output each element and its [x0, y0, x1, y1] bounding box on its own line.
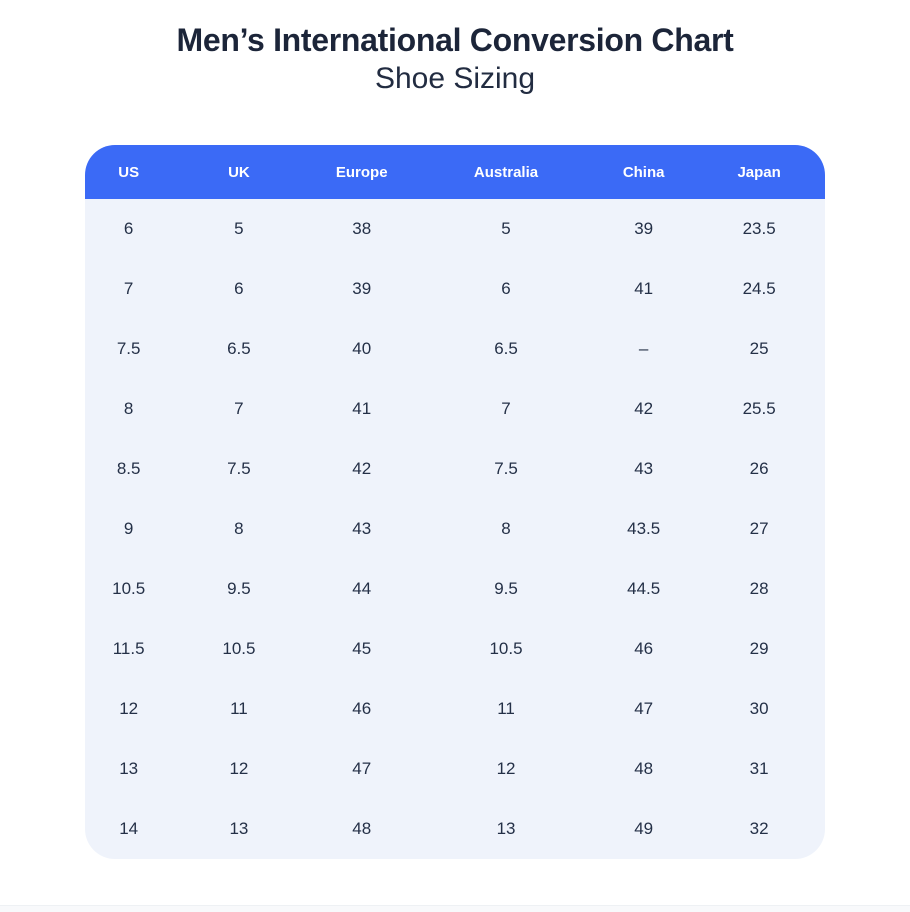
- table-header-row: US UK Europe Australia China Japan: [85, 145, 825, 199]
- size-cell: 10.5: [112, 579, 146, 598]
- size-cell: 11.5: [112, 639, 145, 658]
- table-row: 6 5 38 5 39 23.5: [85, 199, 825, 259]
- size-cell: 46: [352, 699, 372, 718]
- shoe-size-conversion-table: US UK Europe Australia China Japan 6 5 38 5 39 23.…: [85, 145, 825, 859]
- column-header: Australia: [473, 163, 539, 181]
- size-cell: 26: [749, 459, 769, 478]
- size-cell: 8: [501, 519, 511, 538]
- size-cell: 9.5: [494, 579, 518, 598]
- table-row: 9 8 43 8 43.5 27: [85, 499, 825, 559]
- size-cell: 44.5: [627, 579, 661, 598]
- table-body: 6 5 38 5 39 23.5 7 6 39 6 41 24.5 7.5 6.5 40 6.5 – 25 8 7 41…: [85, 199, 825, 859]
- size-cell: 7: [501, 399, 511, 418]
- size-cell: 27: [749, 519, 769, 538]
- size-cell: 7.5: [494, 459, 518, 478]
- size-cell: 43.5: [627, 519, 661, 538]
- table-row: 11.5 10.5 45 10.5 46 29: [85, 619, 825, 679]
- size-cell: 45: [352, 639, 372, 658]
- table-row: 13 12 47 12 48 31: [85, 739, 825, 799]
- size-cell: 38: [352, 219, 372, 238]
- size-cell: 48: [352, 819, 372, 838]
- size-cell: 43: [352, 519, 372, 538]
- table-row: 14 13 48 13 49 32: [85, 799, 825, 859]
- size-cell: 29: [749, 639, 769, 658]
- table-row: 12 11 46 11 47 30: [85, 679, 825, 739]
- size-cell: 6: [501, 279, 511, 298]
- size-cell: 39: [352, 279, 372, 298]
- size-cell: 41: [352, 399, 372, 418]
- size-cell: 6.5: [494, 339, 518, 358]
- size-cell: 41: [634, 279, 654, 298]
- size-cell: 8: [234, 519, 244, 538]
- size-cell: 9.5: [227, 579, 251, 598]
- size-cell: 13: [229, 819, 249, 838]
- size-cell: 47: [352, 759, 372, 778]
- size-cell: 9: [123, 519, 134, 538]
- size-cell: 49: [634, 819, 654, 838]
- size-cell: 6: [234, 279, 244, 298]
- size-cell: 39: [634, 219, 654, 238]
- column-header: US: [118, 163, 140, 181]
- page-title: Men’s International Conversion Chart: [176, 22, 734, 58]
- size-cell: 5: [501, 219, 511, 238]
- table-row: 8.5 7.5 42 7.5 43 26: [85, 439, 825, 499]
- size-cell: 10.5: [222, 639, 256, 658]
- size-cell: 11: [497, 699, 515, 718]
- size-cell: 12: [119, 699, 139, 718]
- size-cell: 25.5: [742, 399, 776, 418]
- size-cell: 43: [634, 459, 654, 478]
- table-row: 7.5 6.5 40 6.5 – 25: [85, 319, 825, 379]
- table-row: 8 7 41 7 42 25.5: [85, 379, 825, 439]
- column-header: Europe: [335, 163, 388, 181]
- size-cell: 42: [634, 399, 654, 418]
- size-cell: 7: [123, 279, 134, 298]
- size-cell: 12: [496, 759, 516, 778]
- size-cell: 11: [230, 699, 248, 718]
- page-subtitle: Shoe Sizing: [374, 62, 536, 95]
- size-cell: 25: [749, 339, 769, 358]
- size-cell: 31: [749, 759, 769, 778]
- size-cell: 8.5: [116, 459, 141, 478]
- size-cell: 6.5: [227, 339, 251, 358]
- size-cell: 10.5: [489, 639, 523, 658]
- size-cell: 44: [352, 579, 372, 598]
- size-cell: 7: [234, 399, 244, 418]
- size-cell: 7.5: [116, 339, 141, 358]
- size-cell: –: [638, 339, 649, 358]
- size-cell: 8: [123, 399, 134, 418]
- size-cell: 28: [749, 579, 769, 598]
- size-cell: 23.5: [742, 219, 776, 238]
- bottom-divider: [0, 905, 910, 912]
- size-cell: 47: [634, 699, 654, 718]
- size-cell: 5: [234, 219, 244, 238]
- size-cell: 30: [749, 699, 769, 718]
- column-header: China: [622, 163, 665, 181]
- size-cell: 12: [229, 759, 249, 778]
- conversion-table: US UK Europe Australia China Japan 6 5 38 5 39 23.…: [85, 145, 825, 859]
- size-cell: 40: [352, 339, 372, 358]
- size-cell: 32: [749, 819, 769, 838]
- size-cell: 14: [119, 819, 139, 838]
- size-cell: 13: [119, 759, 139, 778]
- size-cell: 46: [634, 639, 654, 658]
- size-cell: 42: [352, 459, 372, 478]
- size-cell: 24.5: [742, 279, 776, 298]
- table-row: 7 6 39 6 41 24.5: [85, 259, 825, 319]
- size-cell: 13: [496, 819, 516, 838]
- size-cell: 7.5: [227, 459, 251, 478]
- column-header: UK: [228, 163, 250, 181]
- size-cell: 6: [123, 219, 134, 238]
- size-cell: 48: [634, 759, 654, 778]
- table-row: 10.5 9.5 44 9.5 44.5 28: [85, 559, 825, 619]
- column-header: Japan: [737, 163, 781, 181]
